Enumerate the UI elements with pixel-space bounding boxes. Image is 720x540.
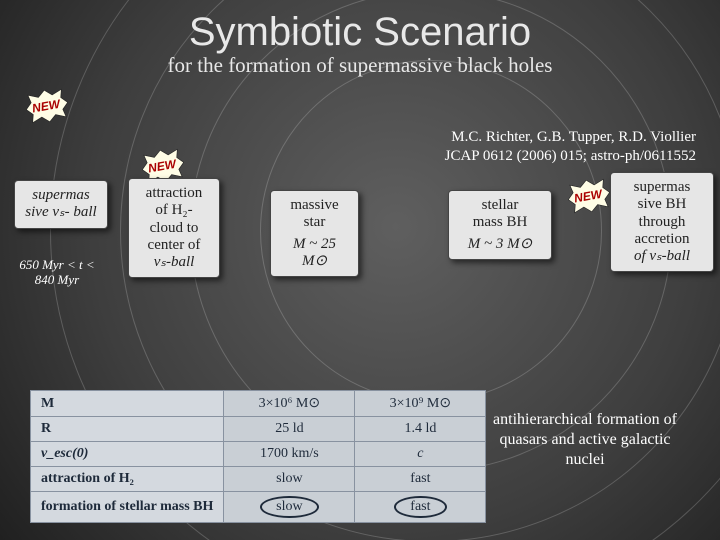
card-attraction: attraction of H₂- cloud to center of νₛ-… bbox=[128, 178, 220, 278]
card-vball-title: supermas sive νₛ- ball bbox=[21, 187, 101, 222]
card-vball: supermas sive νₛ- ball bbox=[14, 180, 108, 229]
table-row: formation of stellar mass BHslowfast bbox=[31, 492, 486, 523]
citation-authors: M.C. Richter, G.B. Tupper, R.D. Viollier bbox=[445, 128, 696, 147]
card-stellar-bh: stellar mass BH M ~ 3 M⊙ bbox=[448, 190, 552, 260]
table-row: M3×10⁶ M⊙3×10⁹ M⊙ bbox=[31, 391, 486, 417]
slide-subtitle: for the formation of supermassive black … bbox=[0, 53, 720, 78]
vball-time: 650 Myr < t < 840 Myr bbox=[14, 258, 100, 288]
new-badge-1: NEW bbox=[22, 86, 73, 126]
flow-stage: supermas sive νₛ- ball 650 Myr < t < 840… bbox=[0, 150, 720, 320]
slide-title: Symbiotic Scenario bbox=[0, 0, 720, 55]
card-massive-star: massive star M ~ 25 M⊙ bbox=[270, 190, 359, 277]
card-supermassive-bh: supermas sive BH through accretion of νₛ… bbox=[610, 172, 714, 272]
antihierarchical-note: antihierarchical formation of quasars an… bbox=[490, 410, 680, 470]
table-row: R25 ld1.4 ld bbox=[31, 417, 486, 442]
table-row: attraction of H₂slowfast bbox=[31, 467, 486, 492]
new-badge-3: NEW bbox=[564, 176, 615, 216]
properties-table: M3×10⁶ M⊙3×10⁹ M⊙ R25 ld1.4 ld v_esc(0)1… bbox=[30, 390, 486, 523]
table-row: v_esc(0)1700 km/sc bbox=[31, 442, 486, 467]
